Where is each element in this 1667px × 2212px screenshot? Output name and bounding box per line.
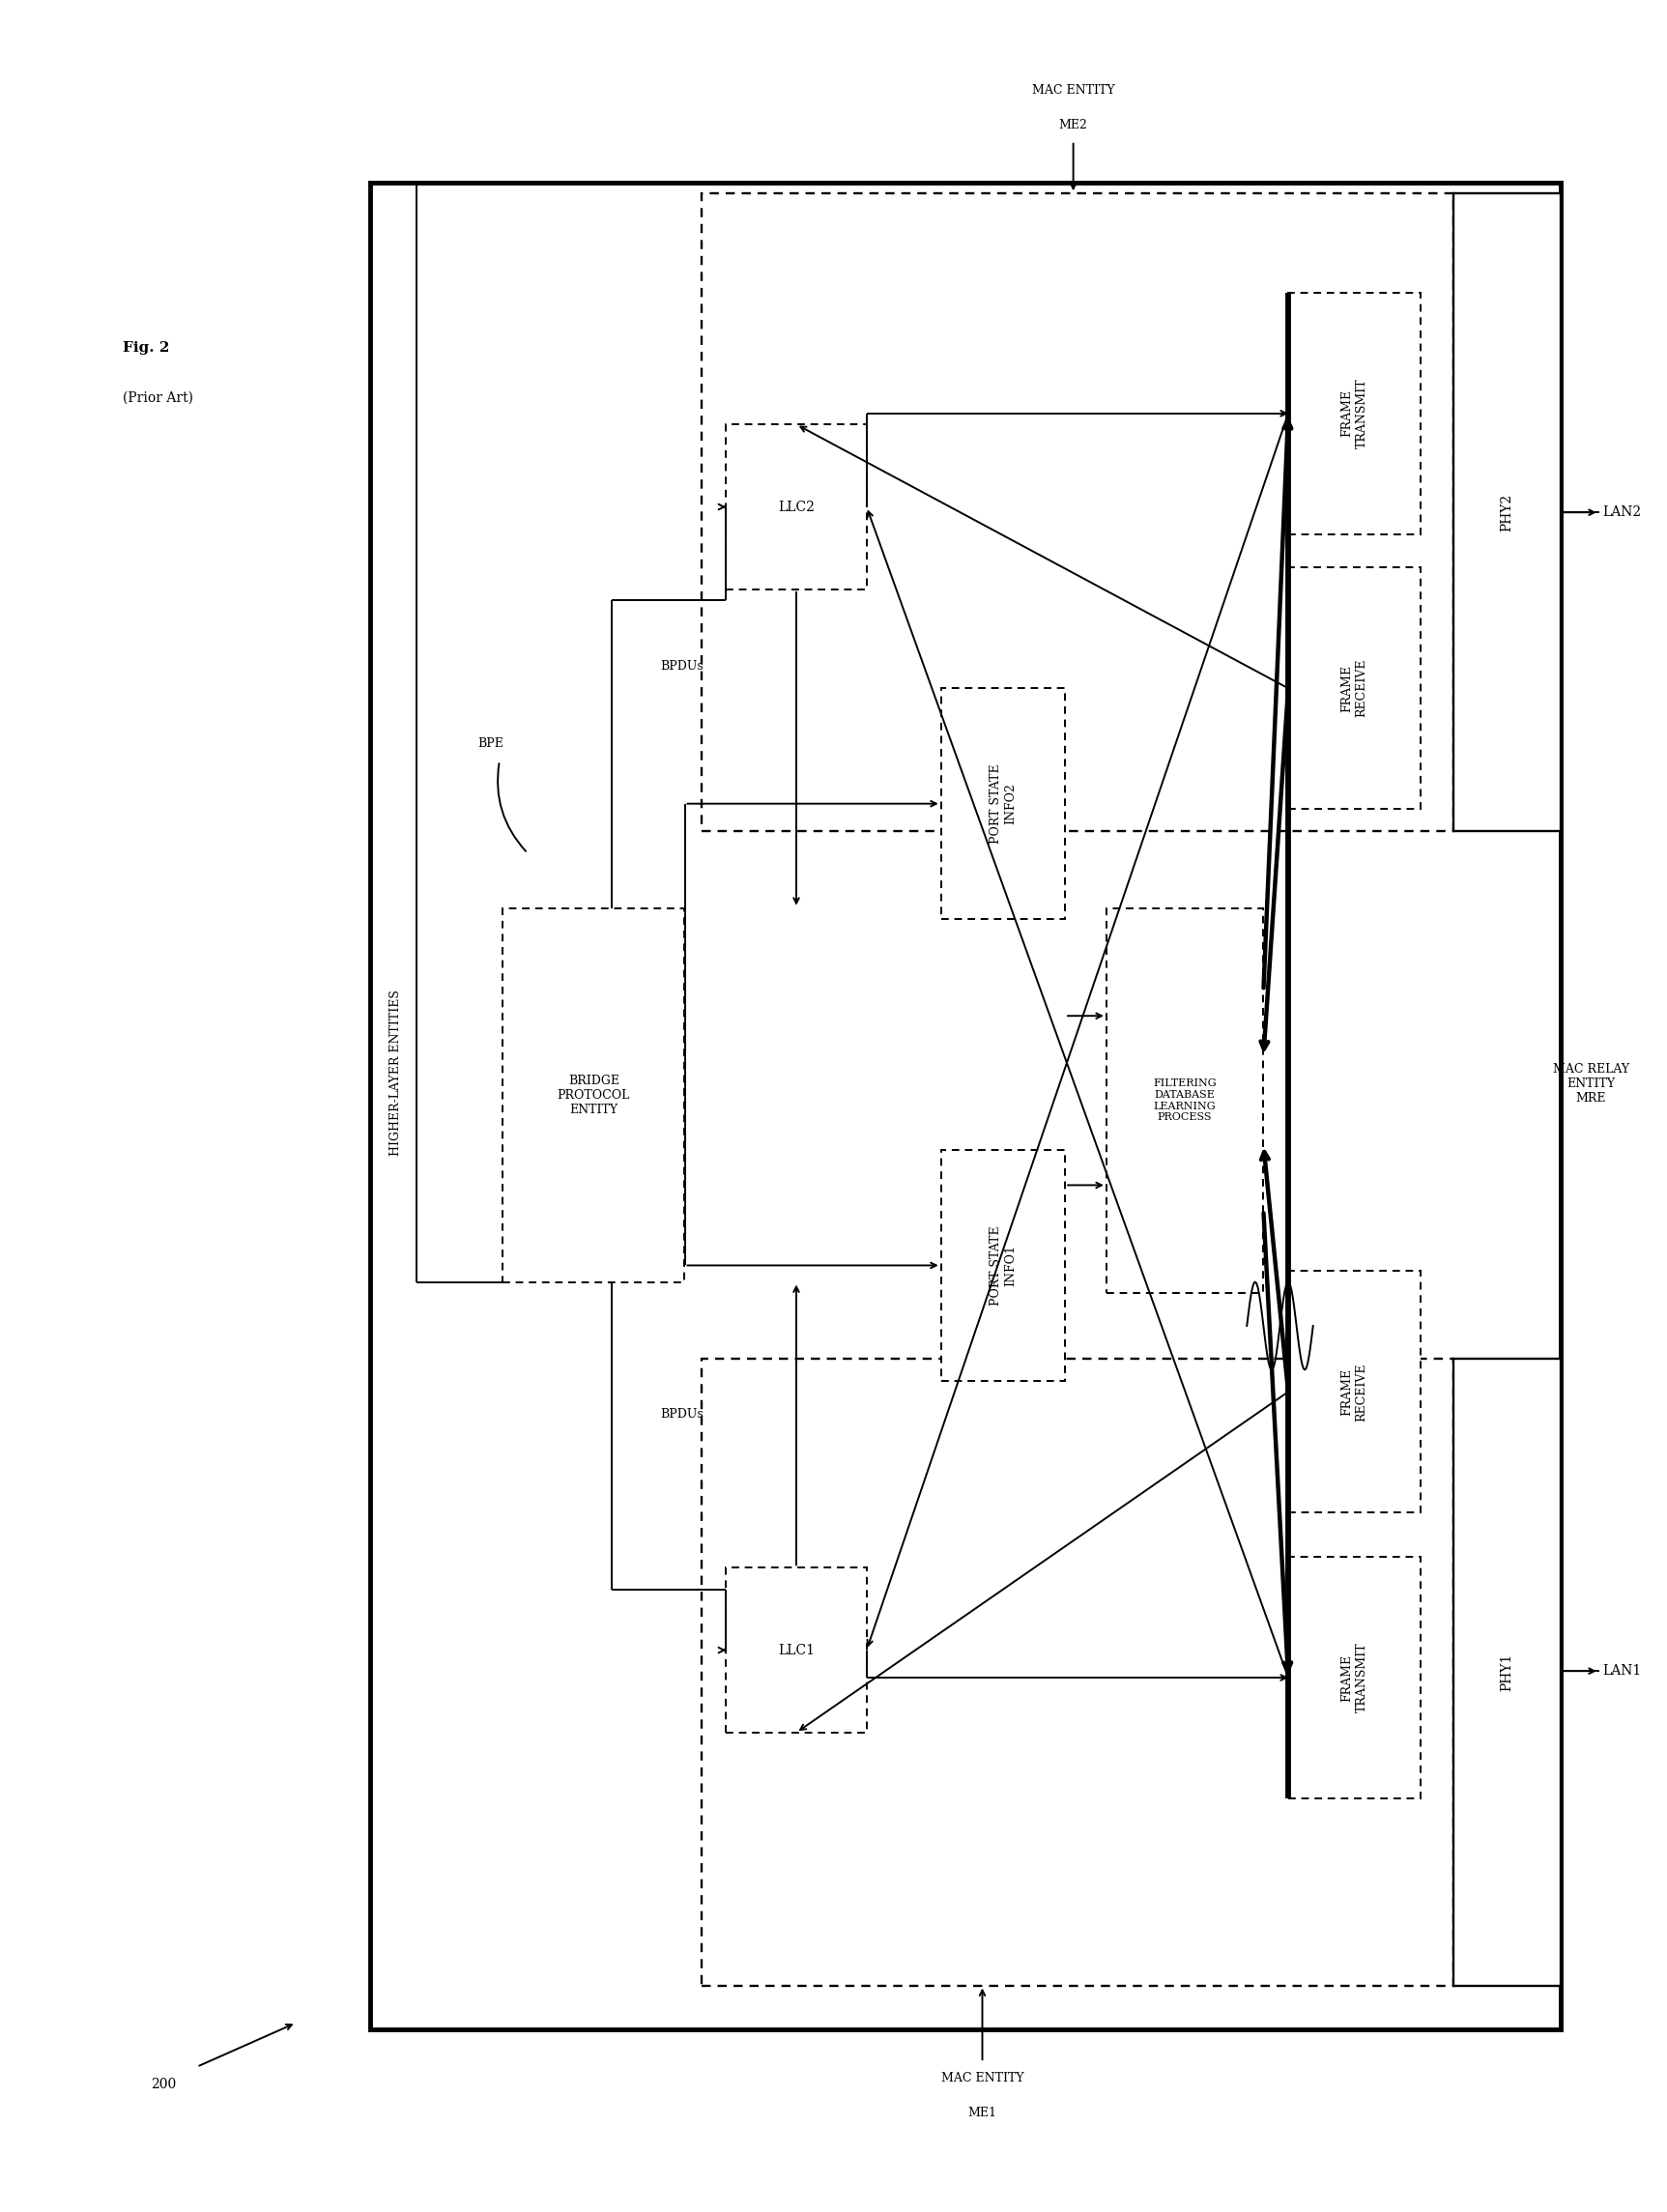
Bar	[370, 184, 1560, 2028]
Text: BPDUs: BPDUs	[660, 1407, 703, 1420]
Bar	[1289, 1557, 1420, 1798]
Bar	[1107, 909, 1264, 1292]
Text: FRAME
RECEIVE: FRAME RECEIVE	[1340, 1363, 1369, 1420]
Text: FRAME
RECEIVE: FRAME RECEIVE	[1340, 659, 1369, 717]
Text: FRAME
TRANSMIT: FRAME TRANSMIT	[1340, 378, 1369, 449]
Text: PHY2: PHY2	[1500, 493, 1514, 531]
Bar	[940, 688, 1065, 920]
Text: Fig. 2: Fig. 2	[122, 341, 170, 354]
Text: BPDUs: BPDUs	[660, 659, 703, 672]
Text: PHY1: PHY1	[1500, 1652, 1514, 1692]
Text: MAC RELAY
ENTITY
MRE: MAC RELAY ENTITY MRE	[1552, 1064, 1629, 1104]
Bar	[940, 1150, 1065, 1380]
Text: (Prior Art): (Prior Art)	[122, 392, 193, 405]
Text: PORT STATE
INFO1: PORT STATE INFO1	[990, 1225, 1017, 1305]
Bar	[702, 1358, 1454, 1986]
Bar	[1289, 292, 1420, 535]
Bar	[702, 195, 1454, 832]
Text: ME2: ME2	[1059, 119, 1087, 133]
Text: LLC1: LLC1	[778, 1644, 815, 1657]
Text: PORT STATE
INFO2: PORT STATE INFO2	[990, 763, 1017, 843]
Text: MAC ENTITY: MAC ENTITY	[940, 2070, 1024, 2084]
Bar	[727, 425, 867, 588]
Text: 200: 200	[152, 2077, 177, 2090]
Text: LAN1: LAN1	[1602, 1663, 1642, 1677]
Bar	[1454, 195, 1560, 832]
Text: MAC ENTITY: MAC ENTITY	[1032, 84, 1115, 97]
Bar	[1454, 1358, 1560, 1986]
Bar	[727, 1568, 867, 1732]
Text: BRIDGE
PROTOCOL
ENTITY: BRIDGE PROTOCOL ENTITY	[557, 1075, 630, 1115]
Bar	[1289, 566, 1420, 810]
Bar	[1289, 1272, 1420, 1513]
Text: LAN2: LAN2	[1602, 507, 1642, 520]
Text: FILTERING
DATABASE
LEARNING
PROCESS: FILTERING DATABASE LEARNING PROCESS	[1154, 1079, 1217, 1121]
Text: HIGHER-LAYER ENTITIES: HIGHER-LAYER ENTITIES	[388, 991, 402, 1157]
Bar	[503, 909, 685, 1283]
Text: ME1: ME1	[969, 2106, 997, 2119]
Text: FRAME
TRANSMIT: FRAME TRANSMIT	[1340, 1644, 1369, 1712]
Text: LLC2: LLC2	[778, 500, 815, 513]
Text: BPE: BPE	[478, 737, 503, 750]
